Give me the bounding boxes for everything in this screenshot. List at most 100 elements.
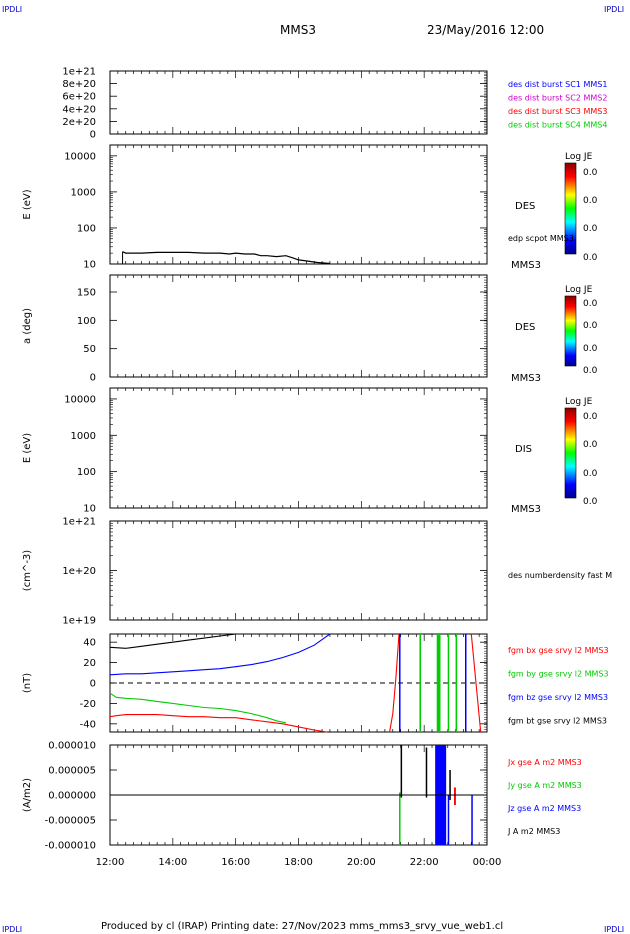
y-tick-label: 10000 (64, 394, 96, 405)
y-tick-label: 8e+20 (62, 79, 96, 90)
colorbar-des-pitch: Log JE 0.0 0.0 0.0 0.0 (564, 285, 598, 376)
burst-mark (455, 634, 458, 732)
legend-entry: des numberdensity fast M (508, 571, 612, 580)
header-datetime: 23/May/2016 12:00 (427, 23, 544, 37)
y-tick-label: 0.000010 (48, 741, 96, 752)
legend-entry: fgm by gse srvy l2 MMS3 (508, 670, 609, 679)
corner-label-top-left: IPDLI (2, 5, 22, 14)
y-tick-label: 100 (77, 467, 96, 478)
colorbar-des-energy: Log JE 0.0 0.0 0.0 0.0 (564, 152, 598, 263)
y-tick-label: 1e+21 (62, 67, 96, 78)
series-line (109, 692, 287, 724)
y-tick-label: 1e+19 (62, 616, 96, 627)
y-tick-label: 100 (77, 223, 96, 234)
colorbar-tick: 0.0 (583, 412, 598, 422)
y-tick-label: 0 (90, 130, 96, 141)
x-tick-label: 16:00 (221, 857, 250, 868)
legend-entry: Jx gse A m2 MMS3 (507, 758, 582, 767)
side-bottom-label: MMS3 (511, 504, 541, 515)
burst-mark (454, 787, 456, 805)
y-tick-label: 40 (83, 638, 96, 649)
y-tick-label: 10 (83, 504, 96, 515)
y-axis-label: a (deg) (22, 308, 33, 344)
burst-mark (449, 770, 451, 800)
y-tick-label: -0.000010 (45, 841, 96, 852)
colorbar-dis-energy: Log JE 0.0 0.0 0.0 0.0 (564, 397, 598, 507)
panel-3: 150 100 50 0 a (deg) DES MMS3 (22, 274, 541, 384)
x-tick-label: 18:00 (284, 857, 313, 868)
series-line (389, 633, 400, 733)
panel-frame (109, 387, 488, 509)
colorbar-gradient (564, 162, 577, 255)
panel-frame (109, 520, 488, 621)
header-spacecraft: MMS3 (280, 23, 316, 37)
y-tick-label: 20 (83, 658, 96, 669)
footer-text: Produced by cl (IRAP) Printing date: 27/… (101, 921, 503, 932)
side-label: DES (515, 322, 535, 333)
panel-4: 10000 1000 100 10 E (eV) DIS MMS3 (22, 387, 541, 515)
y-tick-label: 10 (83, 260, 96, 271)
panel-frame (109, 274, 488, 378)
colorbar-tick: 0.0 (583, 469, 598, 479)
series-line (109, 714, 327, 733)
y-tick-label: -40 (80, 719, 96, 730)
side-bottom-label: MMS3 (511, 373, 541, 384)
corner-label-bottom-left: IPDLI (2, 925, 22, 934)
colorbar-tick: 0.0 (583, 224, 598, 234)
burst-mark (447, 634, 450, 732)
y-tick-label: 10000 (64, 151, 96, 162)
corner-label-top-right: IPDLI (604, 5, 624, 14)
legend-entry: des dist burst SC2 MMS2 (508, 94, 607, 103)
burst-mark (419, 634, 422, 732)
y-tick-label: 1000 (71, 187, 96, 198)
legend-entry: fgm bx gse srvy l2 MMS3 (508, 646, 609, 655)
y-tick-label: -0.000005 (45, 816, 96, 827)
y-tick-label: 0.000000 (48, 791, 96, 802)
legend-entry: Jy gse A m2 MMS3 (507, 781, 582, 790)
corner-label-bottom-right: IPDLI (604, 925, 624, 934)
colorbar-tick: 0.0 (583, 196, 598, 206)
panel-frame (109, 70, 488, 135)
legend-entry: fgm bz gse srvy l2 MMS3 (508, 693, 608, 702)
side-label: DIS (515, 444, 532, 455)
colorbar-tick: 0.0 (583, 344, 598, 354)
y-tick-label: 4e+20 (62, 104, 96, 115)
legend-entry: des dist burst SC4 MMS4 (508, 121, 607, 130)
x-tick-label: 20:00 (347, 857, 376, 868)
colorbar-title: Log JE (565, 152, 593, 162)
burst-mark (399, 792, 401, 845)
x-tick-label: 14:00 (158, 857, 187, 868)
side-bottom-label: MMS3 (511, 260, 541, 271)
colorbar-tick: 0.0 (583, 299, 598, 309)
burst-mark (436, 634, 441, 732)
y-tick-label: 6e+20 (62, 92, 96, 103)
y-axis-label: (A/m2) (22, 778, 33, 812)
colorbar-tick: 0.0 (583, 253, 598, 263)
series-line (109, 633, 249, 649)
y-tick-label: 2e+20 (62, 117, 96, 128)
y-axis-label: E (eV) (22, 189, 33, 219)
series-line (109, 633, 331, 676)
colorbar-title: Log JE (565, 285, 593, 295)
overlay-label: edp scpot MMS3 (508, 234, 574, 243)
y-tick-label: 50 (83, 344, 96, 355)
legend-entry: fgm bt gse srvy l2 MMS3 (508, 717, 607, 726)
colorbar-tick: 0.0 (583, 440, 598, 450)
y-tick-label: 0.000005 (48, 766, 96, 777)
legend-entry: des dist burst SC1 MMS1 (508, 80, 607, 89)
series-line-scpot (122, 251, 330, 265)
series-line (470, 633, 482, 733)
x-tick-label: 12:00 (96, 857, 125, 868)
y-tick-label: 1e+21 (62, 517, 96, 528)
colorbar-tick: 0.0 (583, 321, 598, 331)
y-tick-label: 100 (77, 316, 96, 327)
burst-mark (447, 795, 450, 845)
y-tick-label: 150 (77, 288, 96, 299)
burst-mark (465, 634, 467, 732)
colorbar-tick: 0.0 (583, 168, 598, 178)
y-tick-label: 1000 (71, 431, 96, 442)
panel-2: 10000 1000 100 10 E (eV) edp scpot MMS3 DES MMS… (22, 144, 574, 271)
x-tick-label: 22:00 (410, 857, 439, 868)
